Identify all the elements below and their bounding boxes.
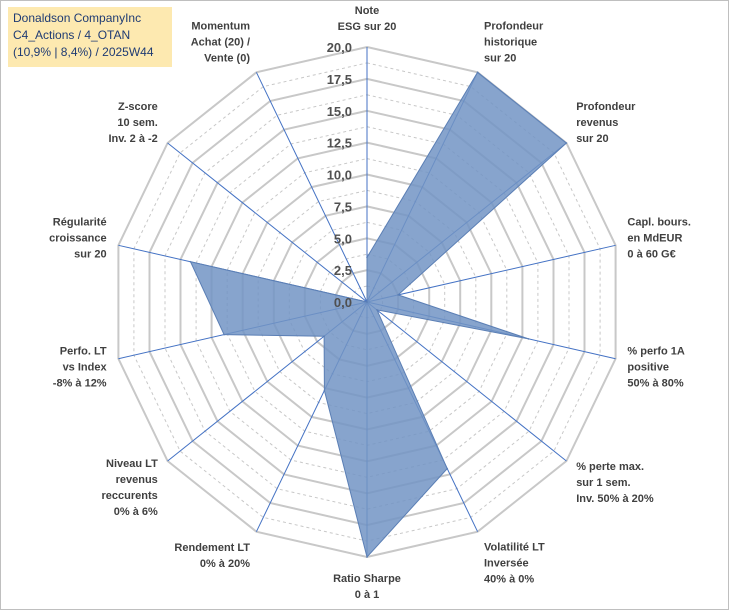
axis-label: Momentum <box>191 21 250 33</box>
data-point <box>397 294 399 296</box>
axis-label: Perfo. LT <box>60 345 107 357</box>
data-point <box>376 309 378 311</box>
axis-label: sur 20 <box>74 249 106 261</box>
tick-label: 5,0 <box>334 231 352 246</box>
axis-label: 0 à 1 <box>355 589 379 601</box>
tick-label: 15,0 <box>327 104 352 119</box>
axis-label: revenus <box>116 474 158 486</box>
axis-label: 10 sem. <box>117 117 157 129</box>
axis-label: % perfo 1A <box>627 345 685 357</box>
axis-label: Inv. 2 à -2 <box>108 133 157 145</box>
data-point <box>323 335 325 338</box>
axis-label: Ratio Sharpe <box>333 573 401 585</box>
tick-label: 0,0 <box>334 295 352 310</box>
tick-label: 10,0 <box>327 168 352 183</box>
axis-label: Vente (0) <box>204 53 250 65</box>
data-series-area <box>189 71 568 559</box>
axis-label: Volatilité LT <box>484 541 545 553</box>
axis-label: croissance <box>49 233 106 245</box>
data-point <box>565 142 568 144</box>
axis-spoke <box>366 244 616 303</box>
chart-title-line-2: C4_Actions / 4_OTAN <box>13 28 131 42</box>
axis-spoke <box>255 72 368 303</box>
data-point <box>323 389 326 392</box>
axis-spoke <box>167 142 368 303</box>
axis-label: Rendement LT <box>174 542 250 554</box>
tick-label: 20,0 <box>327 40 352 55</box>
axis-label: historique <box>484 37 537 49</box>
axis-label: Inv. 50% à 20% <box>576 493 654 505</box>
axis-label: Niveau LT <box>106 458 158 470</box>
axis-spoke <box>366 301 567 462</box>
tick-label: 12,5 <box>327 136 352 151</box>
data-point <box>366 256 368 259</box>
grid-ring <box>164 94 570 510</box>
tick-label: 2,5 <box>334 263 352 278</box>
axis-label: Capl. bours. <box>627 217 691 229</box>
grid-ring <box>257 189 477 415</box>
axis-label: Achat (20) / <box>191 37 250 49</box>
axis-label: 0% à 6% <box>114 506 158 518</box>
axis-label: 40% à 0% <box>484 573 534 585</box>
axis-label: sur 20 <box>576 133 608 145</box>
axis-label: % perte max. <box>576 461 644 473</box>
axis-label: vs Index <box>63 361 108 373</box>
chart-title-line-1: Donaldson CompanyInc <box>13 11 142 25</box>
axis-label: en MdEUR <box>627 233 682 245</box>
axis-label: sur 20 <box>484 53 516 65</box>
data-point <box>366 301 368 303</box>
tick-label: 7,5 <box>334 199 352 214</box>
axis-label: ESG sur 20 <box>338 21 397 33</box>
data-point <box>189 260 192 263</box>
data-point <box>527 338 530 340</box>
data-point <box>223 333 225 336</box>
chart-title-box: Donaldson CompanyInc C4_Actions / 4_OTAN… <box>8 7 172 67</box>
axis-label: Note <box>355 5 379 17</box>
data-point <box>476 71 479 74</box>
tick-label: 17,5 <box>327 72 352 87</box>
chart-title-line-3: (10,9% | 8,4%) / 2025W44 <box>13 45 154 59</box>
axis-label: -8% à 12% <box>53 377 107 389</box>
axis-label: sur 1 sem. <box>576 477 630 489</box>
axis-label: Inversée <box>484 557 529 569</box>
data-point <box>366 556 368 558</box>
axis-label: 50% à 80% <box>627 377 683 389</box>
axis-label: Z-score <box>118 101 158 113</box>
axis-label: 0 à 60 G€ <box>627 249 675 261</box>
axis-label: revenus <box>576 117 618 129</box>
axis-label: reccurents <box>102 490 158 502</box>
axis-label: 0% à 20% <box>200 558 250 570</box>
axis-label: Profondeur <box>576 101 636 113</box>
axis-label: positive <box>627 361 669 373</box>
data-point <box>446 467 449 470</box>
axis-label: Régularité <box>53 217 107 229</box>
axis-label: Profondeur <box>484 21 544 33</box>
